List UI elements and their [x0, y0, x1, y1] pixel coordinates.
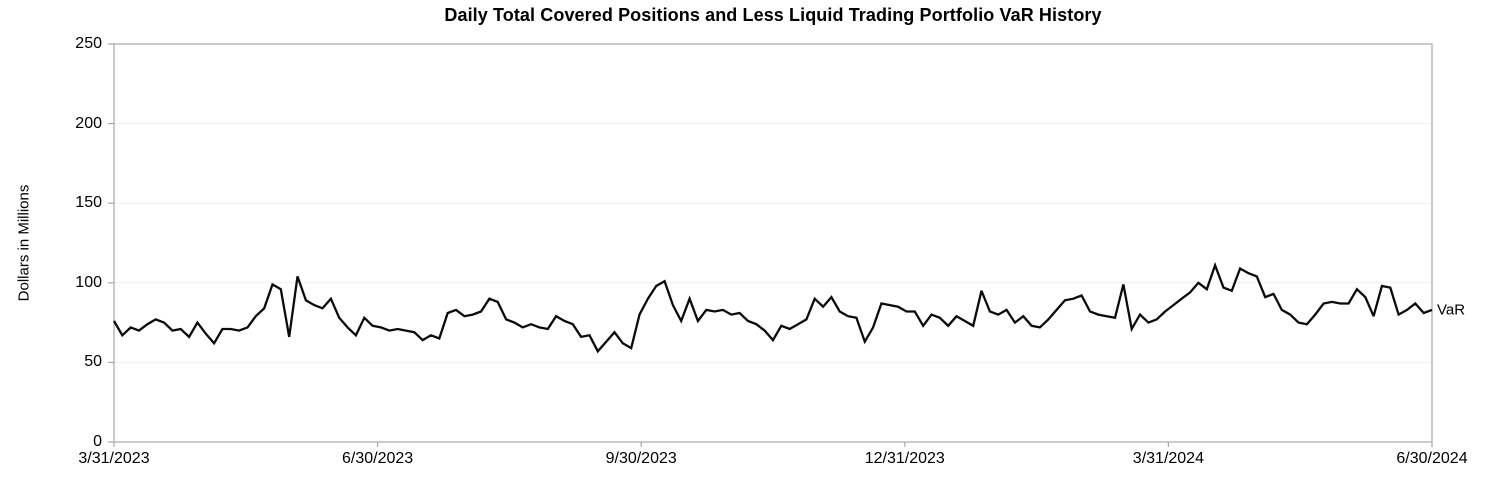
x-tick-label-2: 9/30/2023 [605, 450, 677, 467]
y-tick-label-200: 200 [75, 114, 102, 132]
y-tick-label-250: 250 [75, 35, 102, 52]
x-tick-label-1: 6/30/2023 [342, 450, 414, 467]
y-tick-label-150: 150 [75, 194, 102, 212]
x-tick-label-3: 12/31/2023 [864, 450, 945, 467]
y-tick-label-50: 50 [84, 353, 102, 371]
x-tick-label-0: 3/31/2023 [78, 450, 150, 467]
plot-border [113, 43, 1433, 443]
var-series-line [113, 261, 1433, 354]
x-tick-label-5: 6/30/2024 [1396, 450, 1468, 467]
y-tick-label-0: 0 [93, 433, 102, 450]
series-label-var: VaR [1437, 301, 1466, 319]
chart-title: Daily Total Covered Positions and Less L… [444, 5, 1102, 25]
y-tick-label-100: 100 [75, 273, 102, 291]
x-tick-label-4: 3/31/2024 [1132, 450, 1204, 467]
